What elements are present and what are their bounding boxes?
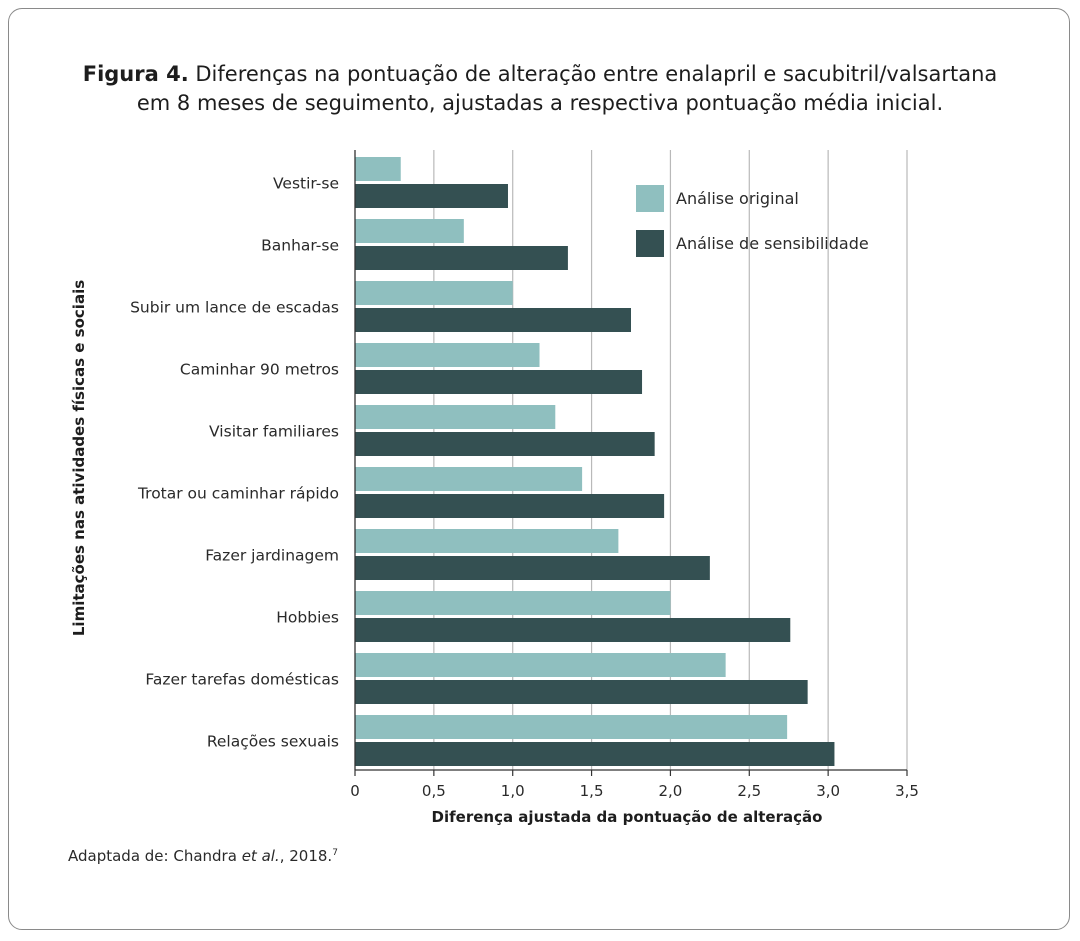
bar-original: [355, 591, 671, 615]
category-label: Caminhar 90 metros: [180, 361, 339, 379]
source-italic: et al.: [241, 847, 280, 865]
bar-original: [355, 405, 556, 429]
x-tick-label: 2,5: [737, 782, 761, 800]
source-citation: Adaptada de: Chandra et al., 2018.7: [68, 847, 338, 865]
bar-original: [355, 715, 788, 739]
bar-original: [355, 219, 464, 243]
source-sup: 7: [332, 848, 338, 858]
figure-title-text: Diferenças na pontuação de alteração ent…: [195, 62, 998, 86]
x-tick-label: 1,0: [501, 782, 525, 800]
x-axis-title: Diferença ajustada da pontuação de alter…: [432, 808, 823, 826]
bar-original: [355, 281, 513, 305]
category-label: Fazer jardinagem: [205, 547, 339, 565]
category-label: Vestir-se: [273, 175, 339, 193]
figure-title-bold: Figura 4.: [82, 62, 189, 86]
bar-sensibilidade: [355, 370, 643, 394]
bar-sensibilidade: [355, 680, 808, 704]
bar-sensibilidade: [355, 556, 710, 580]
category-label: Fazer tarefas domésticas: [145, 671, 339, 689]
legend-swatch: [636, 185, 664, 212]
bar-sensibilidade: [355, 432, 655, 456]
y-axis-title: Limitações nas atividades físicas e soci…: [70, 280, 88, 636]
figure-title-line2: em 8 meses de seguimento, ajustadas a re…: [136, 91, 944, 115]
bar-sensibilidade: [355, 742, 835, 766]
source-prefix: Adaptada de: Chandra: [68, 847, 242, 865]
category-label: Hobbies: [276, 609, 339, 627]
x-tick-label: 3,0: [816, 782, 840, 800]
x-tick-label: 2,0: [658, 782, 682, 800]
bar-original: [355, 653, 726, 677]
bar-sensibilidade: [355, 494, 665, 518]
x-tick-label: 1,5: [580, 782, 604, 800]
category-label: Trotar ou caminhar rápido: [137, 485, 339, 503]
figure-title: Figura 4. Diferenças na pontuação de alt…: [40, 60, 1040, 118]
category-label: Visitar familiares: [209, 423, 339, 441]
x-tick-label: 0: [350, 782, 360, 800]
bar-original: [355, 467, 583, 491]
category-label: Subir um lance de escadas: [130, 299, 339, 317]
legend-label: Análise de sensibilidade: [676, 234, 869, 253]
bar-sensibilidade: [355, 184, 508, 208]
bar-sensibilidade: [355, 246, 568, 270]
x-tick-label: 0,5: [422, 782, 446, 800]
bar-original: [355, 343, 540, 367]
bar-original: [355, 157, 401, 181]
x-tick-label: 3,5: [895, 782, 919, 800]
bar-sensibilidade: [355, 308, 631, 332]
bar-sensibilidade: [355, 618, 791, 642]
source-suffix: , 2018.: [279, 847, 333, 865]
legend-swatch: [636, 230, 664, 257]
legend-label: Análise original: [676, 189, 799, 208]
category-label: Relações sexuais: [207, 733, 339, 751]
category-label: Banhar-se: [261, 237, 339, 255]
bar-original: [355, 529, 619, 553]
